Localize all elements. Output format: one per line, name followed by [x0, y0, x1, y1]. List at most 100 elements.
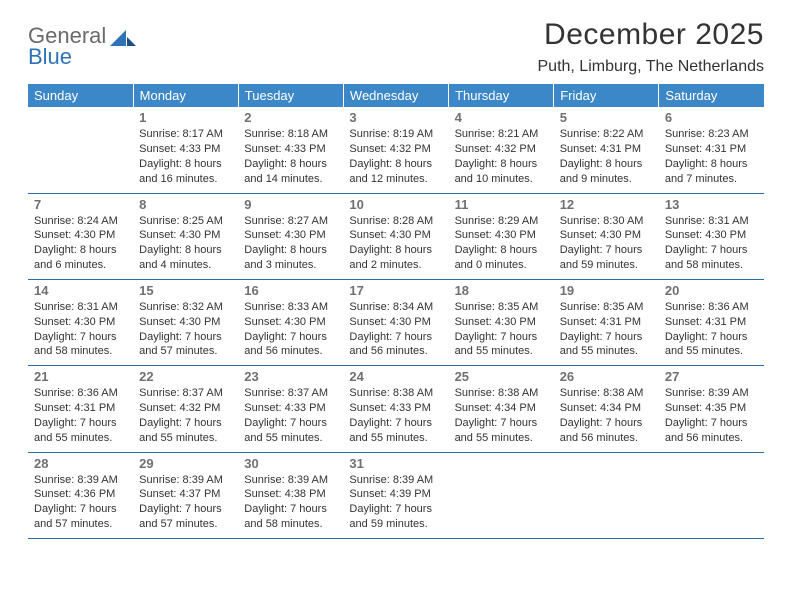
table-row: 14Sunrise: 8:31 AMSunset: 4:30 PMDayligh… [28, 279, 764, 365]
day-number: 9 [244, 197, 337, 212]
logo-text: General Blue [28, 24, 106, 68]
day-cell: 14Sunrise: 8:31 AMSunset: 4:30 PMDayligh… [28, 279, 133, 365]
title-block: December 2025 Puth, Limburg, The Netherl… [538, 18, 765, 76]
day-cell: 1Sunrise: 8:17 AMSunset: 4:33 PMDaylight… [133, 107, 238, 193]
sunrise-text: Sunrise: 8:37 AM [244, 386, 337, 401]
calendar-table: SundayMondayTuesdayWednesdayThursdayFrid… [28, 84, 764, 539]
daylight-text: Daylight: 7 hours and 59 minutes. [349, 502, 442, 532]
daylight-text: Daylight: 7 hours and 55 minutes. [455, 330, 548, 360]
daylight-text: Daylight: 8 hours and 3 minutes. [244, 243, 337, 273]
month-title: December 2025 [538, 18, 765, 52]
daylight-text: Daylight: 8 hours and 10 minutes. [455, 157, 548, 187]
table-row: 21Sunrise: 8:36 AMSunset: 4:31 PMDayligh… [28, 366, 764, 452]
sunset-text: Sunset: 4:33 PM [349, 401, 442, 416]
day-cell: 3Sunrise: 8:19 AMSunset: 4:32 PMDaylight… [343, 107, 448, 193]
day-cell: 15Sunrise: 8:32 AMSunset: 4:30 PMDayligh… [133, 279, 238, 365]
sunrise-text: Sunrise: 8:38 AM [455, 386, 548, 401]
day-number: 20 [665, 283, 758, 298]
day-number: 8 [139, 197, 232, 212]
day-cell: 13Sunrise: 8:31 AMSunset: 4:30 PMDayligh… [659, 193, 764, 279]
day-cell: 26Sunrise: 8:38 AMSunset: 4:34 PMDayligh… [554, 366, 659, 452]
day-cell: 21Sunrise: 8:36 AMSunset: 4:31 PMDayligh… [28, 366, 133, 452]
calendar-head: SundayMondayTuesdayWednesdayThursdayFrid… [28, 84, 764, 107]
day-number: 25 [455, 369, 548, 384]
sunrise-text: Sunrise: 8:18 AM [244, 127, 337, 142]
day-number: 29 [139, 456, 232, 471]
day-number: 11 [455, 197, 548, 212]
sunset-text: Sunset: 4:31 PM [665, 315, 758, 330]
day-number: 15 [139, 283, 232, 298]
sunrise-text: Sunrise: 8:33 AM [244, 300, 337, 315]
daylight-text: Daylight: 7 hours and 55 minutes. [34, 416, 127, 446]
day-cell: 5Sunrise: 8:22 AMSunset: 4:31 PMDaylight… [554, 107, 659, 193]
day-number: 28 [34, 456, 127, 471]
sunset-text: Sunset: 4:32 PM [139, 401, 232, 416]
sunrise-text: Sunrise: 8:39 AM [665, 386, 758, 401]
sunset-text: Sunset: 4:34 PM [560, 401, 653, 416]
day-number: 19 [560, 283, 653, 298]
daylight-text: Daylight: 7 hours and 56 minutes. [349, 330, 442, 360]
sunrise-text: Sunrise: 8:37 AM [139, 386, 232, 401]
daylight-text: Daylight: 7 hours and 55 minutes. [349, 416, 442, 446]
sunrise-text: Sunrise: 8:24 AM [34, 214, 127, 229]
day-cell [449, 452, 554, 538]
daylight-text: Daylight: 7 hours and 57 minutes. [34, 502, 127, 532]
daylight-text: Daylight: 7 hours and 58 minutes. [665, 243, 758, 273]
sunset-text: Sunset: 4:31 PM [665, 142, 758, 157]
sunrise-text: Sunrise: 8:27 AM [244, 214, 337, 229]
sunset-text: Sunset: 4:33 PM [244, 401, 337, 416]
day-number: 4 [455, 110, 548, 125]
sunrise-text: Sunrise: 8:23 AM [665, 127, 758, 142]
daylight-text: Daylight: 8 hours and 16 minutes. [139, 157, 232, 187]
day-cell: 12Sunrise: 8:30 AMSunset: 4:30 PMDayligh… [554, 193, 659, 279]
daylight-text: Daylight: 7 hours and 58 minutes. [34, 330, 127, 360]
sunset-text: Sunset: 4:30 PM [139, 315, 232, 330]
sunset-text: Sunset: 4:31 PM [34, 401, 127, 416]
daylight-text: Daylight: 7 hours and 55 minutes. [139, 416, 232, 446]
sunset-text: Sunset: 4:38 PM [244, 487, 337, 502]
daylight-text: Daylight: 8 hours and 2 minutes. [349, 243, 442, 273]
day-number: 24 [349, 369, 442, 384]
table-row: 7Sunrise: 8:24 AMSunset: 4:30 PMDaylight… [28, 193, 764, 279]
sunrise-text: Sunrise: 8:38 AM [560, 386, 653, 401]
sunrise-text: Sunrise: 8:36 AM [665, 300, 758, 315]
daylight-text: Daylight: 8 hours and 0 minutes. [455, 243, 548, 273]
day-cell: 8Sunrise: 8:25 AMSunset: 4:30 PMDaylight… [133, 193, 238, 279]
sunrise-text: Sunrise: 8:34 AM [349, 300, 442, 315]
sunrise-text: Sunrise: 8:19 AM [349, 127, 442, 142]
sunrise-text: Sunrise: 8:38 AM [349, 386, 442, 401]
daylight-text: Daylight: 8 hours and 14 minutes. [244, 157, 337, 187]
sunrise-text: Sunrise: 8:35 AM [455, 300, 548, 315]
day-cell: 20Sunrise: 8:36 AMSunset: 4:31 PMDayligh… [659, 279, 764, 365]
sunset-text: Sunset: 4:31 PM [560, 142, 653, 157]
day-cell: 9 Sunrise: 8:27 AMSunset: 4:30 PMDaylight… [238, 193, 343, 279]
sunrise-text: Sunrise: 8:28 AM [349, 214, 442, 229]
day-number: 7 [34, 197, 127, 212]
daylight-text: Daylight: 7 hours and 57 minutes. [139, 330, 232, 360]
sunrise-text: Sunrise: 8:25 AM [139, 214, 232, 229]
sunset-text: Sunset: 4:30 PM [244, 228, 337, 243]
day-header: Thursday [449, 84, 554, 107]
sunset-text: Sunset: 4:36 PM [34, 487, 127, 502]
sunset-text: Sunset: 4:37 PM [139, 487, 232, 502]
daylight-text: Daylight: 7 hours and 58 minutes. [244, 502, 337, 532]
daylight-text: Daylight: 7 hours and 57 minutes. [139, 502, 232, 532]
daylight-text: Daylight: 7 hours and 56 minutes. [560, 416, 653, 446]
day-number: 13 [665, 197, 758, 212]
day-cell [554, 452, 659, 538]
day-number: 14 [34, 283, 127, 298]
sunset-text: Sunset: 4:30 PM [349, 228, 442, 243]
day-cell: 28Sunrise: 8:39 AMSunset: 4:36 PMDayligh… [28, 452, 133, 538]
day-cell: 18Sunrise: 8:35 AMSunset: 4:30 PMDayligh… [449, 279, 554, 365]
day-cell: 10Sunrise: 8:28 AMSunset: 4:30 PMDayligh… [343, 193, 448, 279]
day-header: Wednesday [343, 84, 448, 107]
day-cell: 7Sunrise: 8:24 AMSunset: 4:30 PMDaylight… [28, 193, 133, 279]
day-cell: 6Sunrise: 8:23 AMSunset: 4:31 PMDaylight… [659, 107, 764, 193]
table-row: 28Sunrise: 8:39 AMSunset: 4:36 PMDayligh… [28, 452, 764, 538]
day-header: Tuesday [238, 84, 343, 107]
sunset-text: Sunset: 4:30 PM [349, 315, 442, 330]
sunrise-text: Sunrise: 8:31 AM [34, 300, 127, 315]
sunset-text: Sunset: 4:33 PM [244, 142, 337, 157]
sunset-text: Sunset: 4:30 PM [665, 228, 758, 243]
sunset-text: Sunset: 4:33 PM [139, 142, 232, 157]
